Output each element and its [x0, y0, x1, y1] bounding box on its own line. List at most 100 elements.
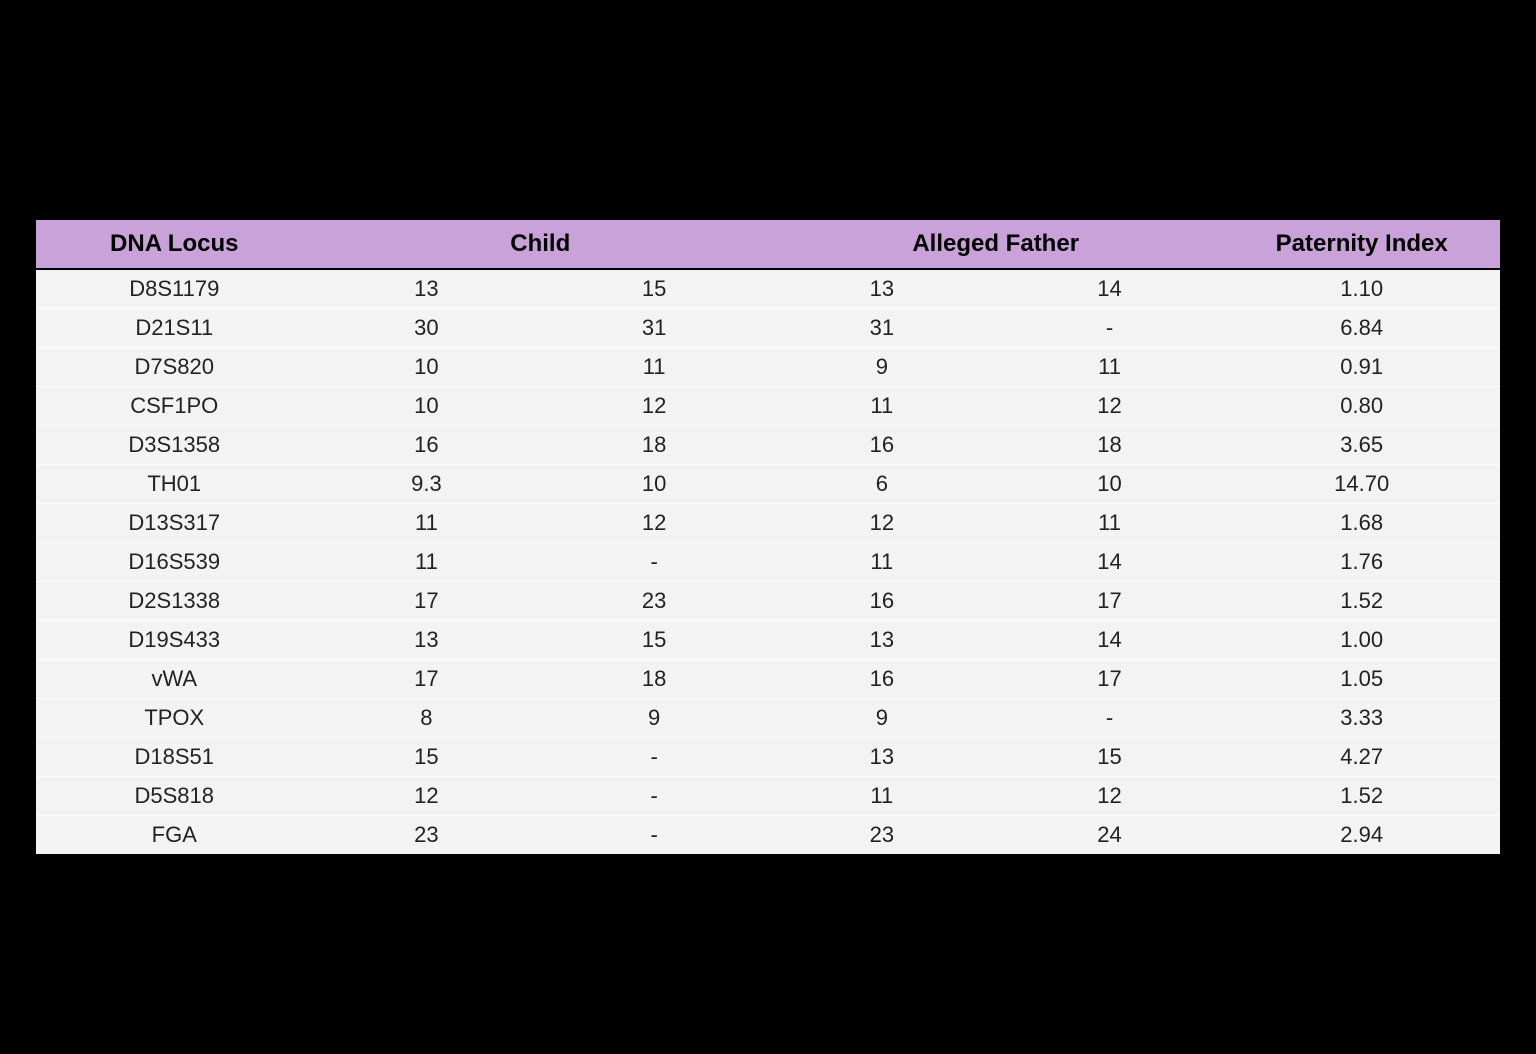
cell-father-b: 24	[996, 816, 1224, 856]
cell-father-a: 11	[768, 543, 996, 582]
cell-locus: D21S11	[36, 309, 313, 348]
cell-child-a: 11	[313, 543, 541, 582]
cell-child-b: 15	[540, 621, 768, 660]
col-child: Child	[313, 219, 768, 269]
cell-locus: D16S539	[36, 543, 313, 582]
cell-child-b: 11	[540, 348, 768, 387]
cell-child-b: -	[540, 543, 768, 582]
cell-child-a: 11	[313, 504, 541, 543]
cell-child-b: -	[540, 777, 768, 816]
cell-child-a: 17	[313, 660, 541, 699]
cell-pi: 2.94	[1223, 816, 1500, 856]
cell-father-b: 14	[996, 543, 1224, 582]
cell-pi: 1.52	[1223, 582, 1500, 621]
cell-locus: D3S1358	[36, 426, 313, 465]
cell-pi: 6.84	[1223, 309, 1500, 348]
table-row: D13S317111212111.68	[36, 504, 1500, 543]
cell-child-a: 10	[313, 348, 541, 387]
cell-child-a: 17	[313, 582, 541, 621]
cell-child-b: 31	[540, 309, 768, 348]
cell-father-b: 12	[996, 387, 1224, 426]
cell-child-a: 10	[313, 387, 541, 426]
cell-child-a: 13	[313, 621, 541, 660]
cell-child-b: -	[540, 738, 768, 777]
cell-father-b: 10	[996, 465, 1224, 504]
cell-father-a: 16	[768, 582, 996, 621]
cell-child-a: 9.3	[313, 465, 541, 504]
cell-child-a: 16	[313, 426, 541, 465]
cell-child-b: 15	[540, 269, 768, 309]
cell-father-b: 17	[996, 582, 1224, 621]
cell-father-b: 14	[996, 621, 1224, 660]
table-row: D18S5115-13154.27	[36, 738, 1500, 777]
cell-father-a: 16	[768, 660, 996, 699]
cell-father-b: 11	[996, 504, 1224, 543]
cell-pi: 0.80	[1223, 387, 1500, 426]
cell-locus: TPOX	[36, 699, 313, 738]
cell-child-b: -	[540, 816, 768, 856]
table-row: FGA23-23242.94	[36, 816, 1500, 856]
cell-child-a: 8	[313, 699, 541, 738]
cell-father-a: 9	[768, 348, 996, 387]
cell-child-b: 18	[540, 426, 768, 465]
cell-father-b: 18	[996, 426, 1224, 465]
cell-pi: 4.27	[1223, 738, 1500, 777]
cell-pi: 1.00	[1223, 621, 1500, 660]
table-row: CSF1PO101211120.80	[36, 387, 1500, 426]
cell-father-a: 11	[768, 387, 996, 426]
table-header: DNA Locus Child Alleged Father Paternity…	[36, 219, 1500, 269]
cell-pi: 14.70	[1223, 465, 1500, 504]
cell-child-a: 15	[313, 738, 541, 777]
table-header-row: DNA Locus Child Alleged Father Paternity…	[36, 219, 1500, 269]
cell-pi: 1.10	[1223, 269, 1500, 309]
cell-father-a: 31	[768, 309, 996, 348]
cell-pi: 0.91	[1223, 348, 1500, 387]
table-row: D3S1358161816183.65	[36, 426, 1500, 465]
table-row: D21S11303131-6.84	[36, 309, 1500, 348]
table-row: D2S1338172316171.52	[36, 582, 1500, 621]
cell-pi: 1.52	[1223, 777, 1500, 816]
cell-child-a: 23	[313, 816, 541, 856]
cell-locus: D2S1338	[36, 582, 313, 621]
cell-child-a: 12	[313, 777, 541, 816]
cell-father-a: 13	[768, 269, 996, 309]
dna-table-wrap: DNA Locus Child Alleged Father Paternity…	[36, 218, 1500, 856]
cell-child-a: 30	[313, 309, 541, 348]
cell-locus: CSF1PO	[36, 387, 313, 426]
cell-locus: vWA	[36, 660, 313, 699]
cell-pi: 3.33	[1223, 699, 1500, 738]
cell-father-a: 16	[768, 426, 996, 465]
cell-locus: D19S433	[36, 621, 313, 660]
table-row: vWA171816171.05	[36, 660, 1500, 699]
cell-father-a: 23	[768, 816, 996, 856]
cell-father-a: 6	[768, 465, 996, 504]
cell-father-b: 17	[996, 660, 1224, 699]
cell-locus: D5S818	[36, 777, 313, 816]
cell-locus: D8S1179	[36, 269, 313, 309]
cell-father-b: 12	[996, 777, 1224, 816]
cell-pi: 1.76	[1223, 543, 1500, 582]
cell-child-b: 12	[540, 387, 768, 426]
table-body: D8S1179131513141.10D21S11303131-6.84D7S8…	[36, 269, 1500, 855]
dna-table: DNA Locus Child Alleged Father Paternity…	[36, 218, 1500, 856]
cell-locus: D18S51	[36, 738, 313, 777]
cell-pi: 1.05	[1223, 660, 1500, 699]
cell-child-b: 23	[540, 582, 768, 621]
cell-child-b: 12	[540, 504, 768, 543]
table-row: D5S81812-11121.52	[36, 777, 1500, 816]
table-row: D7S82010119110.91	[36, 348, 1500, 387]
cell-locus: FGA	[36, 816, 313, 856]
cell-father-a: 12	[768, 504, 996, 543]
cell-father-a: 9	[768, 699, 996, 738]
cell-father-b: 15	[996, 738, 1224, 777]
table-row: D8S1179131513141.10	[36, 269, 1500, 309]
table-row: D19S433131513141.00	[36, 621, 1500, 660]
cell-father-b: -	[996, 699, 1224, 738]
table-row: D16S53911-11141.76	[36, 543, 1500, 582]
cell-father-a: 11	[768, 777, 996, 816]
page: DNA Locus Child Alleged Father Paternity…	[0, 0, 1536, 1054]
cell-locus: D7S820	[36, 348, 313, 387]
cell-child-a: 13	[313, 269, 541, 309]
cell-child-b: 9	[540, 699, 768, 738]
cell-father-b: -	[996, 309, 1224, 348]
